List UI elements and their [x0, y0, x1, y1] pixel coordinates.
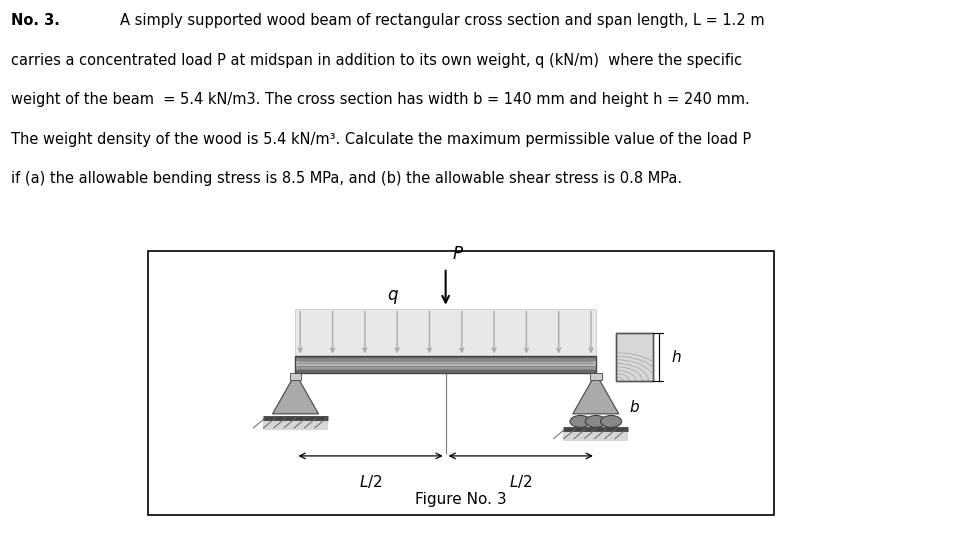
Text: carries a concentrated load P at midspan in addition to its own weight, q (kN/m): carries a concentrated load P at midspan…: [11, 53, 742, 68]
Bar: [289, 374, 301, 380]
Bar: [148, 251, 774, 515]
Circle shape: [585, 416, 606, 427]
Polygon shape: [272, 374, 318, 414]
Text: if (a) the allowable bending stress is 8.5 MPa, and (b) the allowable shear stre: if (a) the allowable bending stress is 8…: [11, 171, 683, 186]
Bar: [295, 358, 596, 361]
Text: $L/2$: $L/2$: [359, 473, 382, 490]
Text: A simply supported wood beam of rectangular cross section and span length, L = 1: A simply supported wood beam of rectangu…: [120, 13, 764, 29]
Bar: [295, 356, 596, 374]
Bar: [262, 418, 328, 430]
Text: weight of the beam  = 5.4 kN/m3. The cross section has width b = 140 mm and heig: weight of the beam = 5.4 kN/m3. The cros…: [11, 92, 750, 107]
Bar: [616, 333, 652, 382]
Bar: [563, 429, 628, 441]
Bar: [295, 356, 596, 358]
Text: $L/2$: $L/2$: [509, 473, 533, 490]
Bar: [295, 309, 596, 374]
Text: $q$: $q$: [387, 288, 399, 306]
Text: Figure No. 3: Figure No. 3: [416, 492, 507, 507]
Text: The weight density of the wood is 5.4 kN/m³. Calculate the maximum permissible v: The weight density of the wood is 5.4 kN…: [11, 132, 752, 147]
Text: $b$: $b$: [629, 399, 640, 414]
Text: $P$: $P$: [452, 245, 465, 264]
Text: No. 3.: No. 3.: [11, 13, 60, 29]
Bar: [295, 366, 596, 370]
Text: $h$: $h$: [671, 349, 681, 365]
Bar: [616, 333, 652, 382]
Bar: [590, 374, 602, 380]
Circle shape: [570, 416, 591, 427]
Bar: [295, 370, 596, 374]
Circle shape: [601, 416, 622, 427]
Polygon shape: [573, 374, 619, 414]
Bar: [295, 361, 596, 366]
